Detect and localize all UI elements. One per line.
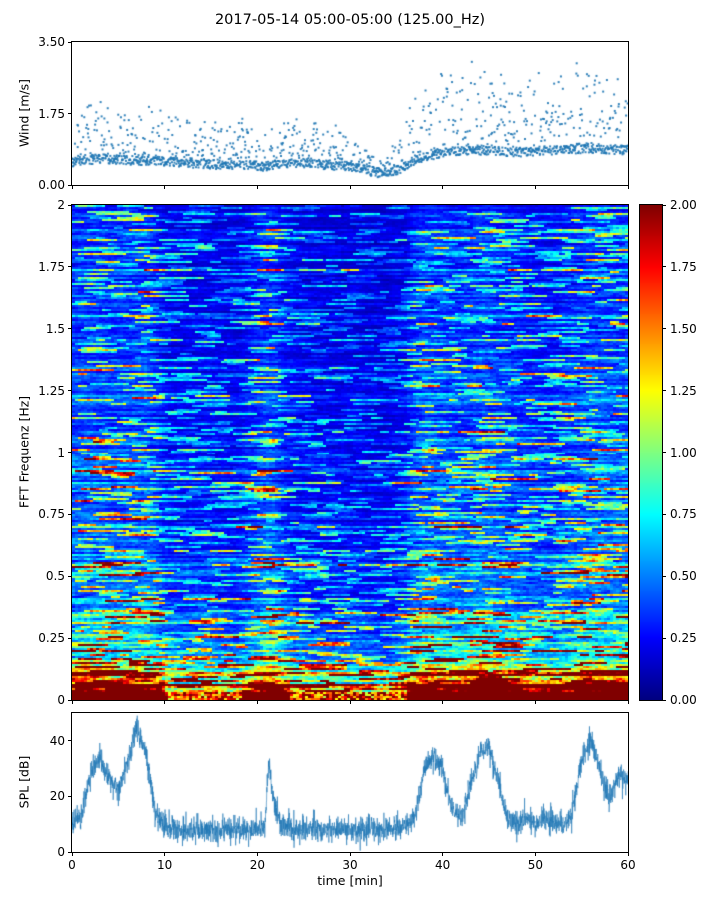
- y-tick-label: 0: [57, 693, 65, 707]
- x-tick-label: 0: [68, 858, 76, 872]
- spl-line-canvas: [72, 713, 628, 852]
- x-tick-mark: [627, 700, 629, 704]
- wind-scatter-plot: [71, 41, 629, 186]
- colorbar-tick-mark: [662, 699, 666, 701]
- x-tick-mark: [442, 185, 444, 189]
- colorbar-tick-mark: [662, 204, 666, 206]
- y-tick-mark: [68, 184, 72, 186]
- y-tick-label: 0.00: [38, 178, 65, 192]
- colorbar-tick-label: 0.75: [670, 507, 697, 522]
- colorbar-tick-mark: [662, 266, 666, 268]
- colorbar: [639, 204, 663, 701]
- y-tick-label: 1.25: [38, 383, 65, 398]
- y-tick-label: 40: [49, 733, 65, 748]
- x-tick-mark: [349, 700, 351, 704]
- y-tick-mark: [68, 452, 72, 453]
- colorbar-tick-mark: [662, 452, 666, 453]
- x-axis-label: time [min]: [317, 873, 383, 888]
- colorbar-tick-label: 0.00: [670, 693, 697, 707]
- colorbar-tick-label: 1.00: [670, 445, 697, 460]
- colorbar-tick-mark: [662, 513, 666, 515]
- x-tick-mark: [349, 185, 351, 189]
- colorbar-tick-label: 1.25: [670, 383, 697, 398]
- x-tick-label: 60: [620, 858, 636, 872]
- colorbar-tick-label: 0.25: [670, 631, 697, 646]
- x-tick-mark: [164, 700, 166, 704]
- colorbar-tick-label: 1.75: [670, 259, 697, 274]
- y-tick-label: 1.75: [38, 259, 65, 274]
- y-tick-mark: [68, 204, 72, 206]
- y-tick-mark: [68, 795, 72, 797]
- x-tick-mark: [442, 700, 444, 704]
- colorbar-tick-label: 0.50: [670, 569, 697, 584]
- spectrogram-canvas: [72, 205, 628, 700]
- y-tick-mark: [68, 740, 72, 742]
- y-tick-label: 0.25: [38, 631, 65, 646]
- x-tick-mark: [164, 852, 166, 856]
- colorbar-tick-mark: [662, 575, 666, 577]
- y-tick-mark: [68, 575, 72, 577]
- y-tick-label: 1: [57, 445, 65, 460]
- y-tick-mark: [68, 637, 72, 639]
- y-tick-label: 3.50: [38, 35, 65, 49]
- wind-y-axis-label: Wind [m/s]: [16, 78, 32, 148]
- y-tick-label: 20: [49, 789, 65, 804]
- x-tick-mark: [71, 185, 73, 189]
- x-tick-mark: [627, 852, 629, 856]
- wind-scatter-canvas: [72, 42, 628, 185]
- figure-title: 2017-05-14 05:00-05:00 (125.00_Hz): [214, 12, 486, 28]
- y-tick-mark: [68, 113, 72, 114]
- colorbar-tick-mark: [662, 637, 666, 639]
- x-tick-mark: [71, 852, 73, 856]
- x-tick-label: 20: [249, 858, 265, 872]
- y-tick-label: 0: [57, 845, 65, 859]
- y-tick-label: 2: [57, 198, 65, 212]
- y-tick-mark: [68, 328, 72, 330]
- x-tick-mark: [534, 852, 536, 856]
- spectrogram-plot: [71, 204, 629, 701]
- x-tick-mark: [627, 185, 629, 189]
- spl-line-plot: [71, 712, 629, 853]
- y-tick-mark: [68, 513, 72, 515]
- x-tick-mark: [256, 852, 258, 856]
- spl-y-axis-label: SPL [dB]: [16, 755, 32, 809]
- x-tick-label: 50: [527, 858, 543, 872]
- x-tick-mark: [164, 185, 166, 189]
- colorbar-tick-label: 1.50: [670, 321, 697, 336]
- x-tick-mark: [349, 852, 351, 856]
- y-tick-label: 1.5: [45, 321, 65, 336]
- y-tick-label: 1.75: [38, 106, 65, 121]
- x-tick-mark: [256, 700, 258, 704]
- x-tick-mark: [442, 852, 444, 856]
- y-tick-label: 0.75: [38, 507, 65, 522]
- x-tick-mark: [534, 700, 536, 704]
- colorbar-canvas: [640, 205, 662, 700]
- colorbar-tick-mark: [662, 390, 666, 392]
- spectrogram-y-axis-label: FFT Frequenz [Hz]: [16, 395, 32, 509]
- y-tick-label: 0.5: [45, 569, 65, 584]
- x-tick-label: 30: [342, 858, 358, 872]
- y-tick-mark: [68, 41, 72, 43]
- x-tick-label: 40: [435, 858, 451, 872]
- y-tick-mark: [68, 851, 72, 853]
- y-tick-mark: [68, 699, 72, 701]
- x-tick-mark: [71, 700, 73, 704]
- x-tick-mark: [534, 185, 536, 189]
- x-tick-label: 10: [157, 858, 173, 872]
- colorbar-tick-label: 2.00: [670, 198, 697, 212]
- y-tick-mark: [68, 390, 72, 392]
- colorbar-tick-mark: [662, 328, 666, 330]
- x-tick-mark: [256, 185, 258, 189]
- y-tick-mark: [68, 266, 72, 268]
